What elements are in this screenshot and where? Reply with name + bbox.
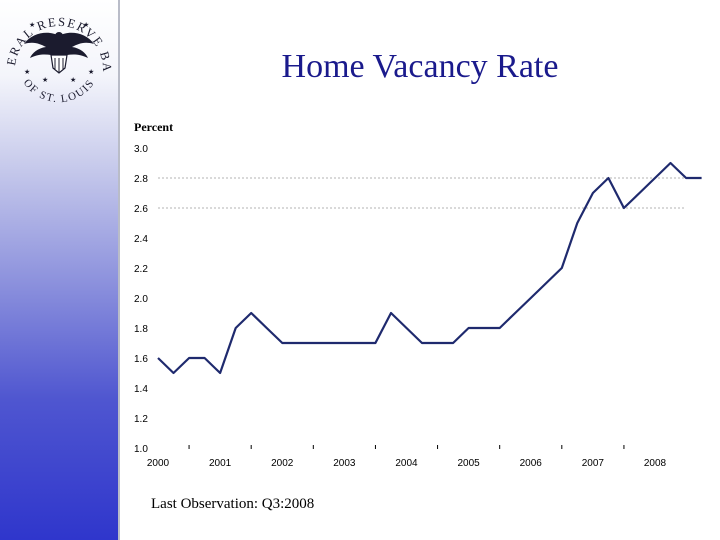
sidebar-divider: [118, 0, 120, 540]
x-tick-label: 2001: [209, 458, 232, 469]
x-tick-label: 2000: [147, 458, 170, 469]
y-tick-label: 1.8: [134, 324, 148, 335]
gridlines: [158, 177, 685, 209]
y-tick-label: 2.2: [134, 264, 148, 275]
y-tick-label: 1.0: [134, 444, 148, 455]
x-tick-label: 2007: [582, 458, 605, 469]
y-tick-label: 1.2: [134, 414, 148, 425]
x-tick-label: 2002: [271, 458, 294, 469]
svg-text:★: ★: [29, 21, 35, 29]
svg-text:★: ★: [42, 76, 48, 84]
y-tick-label: 2.8: [134, 174, 148, 185]
y-tick-label: 3.0: [134, 144, 148, 155]
y-axis-label: Percent: [134, 120, 173, 134]
svg-text:★: ★: [83, 21, 89, 29]
sidebar-gradient-band: [0, 0, 118, 540]
y-tick-label: 2.0: [134, 294, 148, 305]
vacancy-rate-line: [157, 161, 702, 375]
x-tick-label: 2006: [520, 458, 543, 469]
last-observation-note: Last Observation: Q3:2008: [151, 496, 315, 512]
svg-text:★: ★: [88, 68, 94, 76]
x-tick-label: 2004: [395, 458, 418, 469]
y-tick-label: 1.6: [134, 354, 148, 365]
y-tick-label: 2.6: [134, 204, 148, 215]
x-axis-ticks: 2000 2001 2002 2003 2004 2005 2006 2007 2008: [147, 445, 667, 469]
y-axis-ticks: 1.0 1.2 1.4 1.6 1.8 2.0 2.2 2.4 2.6 2.8 3.0: [134, 144, 148, 455]
y-tick-label: 2.4: [134, 234, 148, 245]
svg-text:★: ★: [70, 76, 76, 84]
x-tick-label: 2003: [333, 458, 356, 469]
x-tick-label: 2008: [644, 458, 667, 469]
svg-text:★: ★: [24, 68, 30, 76]
y-tick-label: 1.4: [134, 384, 148, 395]
slide-title: Home Vacancy Rate: [281, 48, 559, 85]
eagle-seal-icon: FEDERAL RESERVE BANK OF ST. LOUIS ★ ★ ★ …: [2, 0, 112, 105]
x-tick-label: 2005: [458, 458, 481, 469]
